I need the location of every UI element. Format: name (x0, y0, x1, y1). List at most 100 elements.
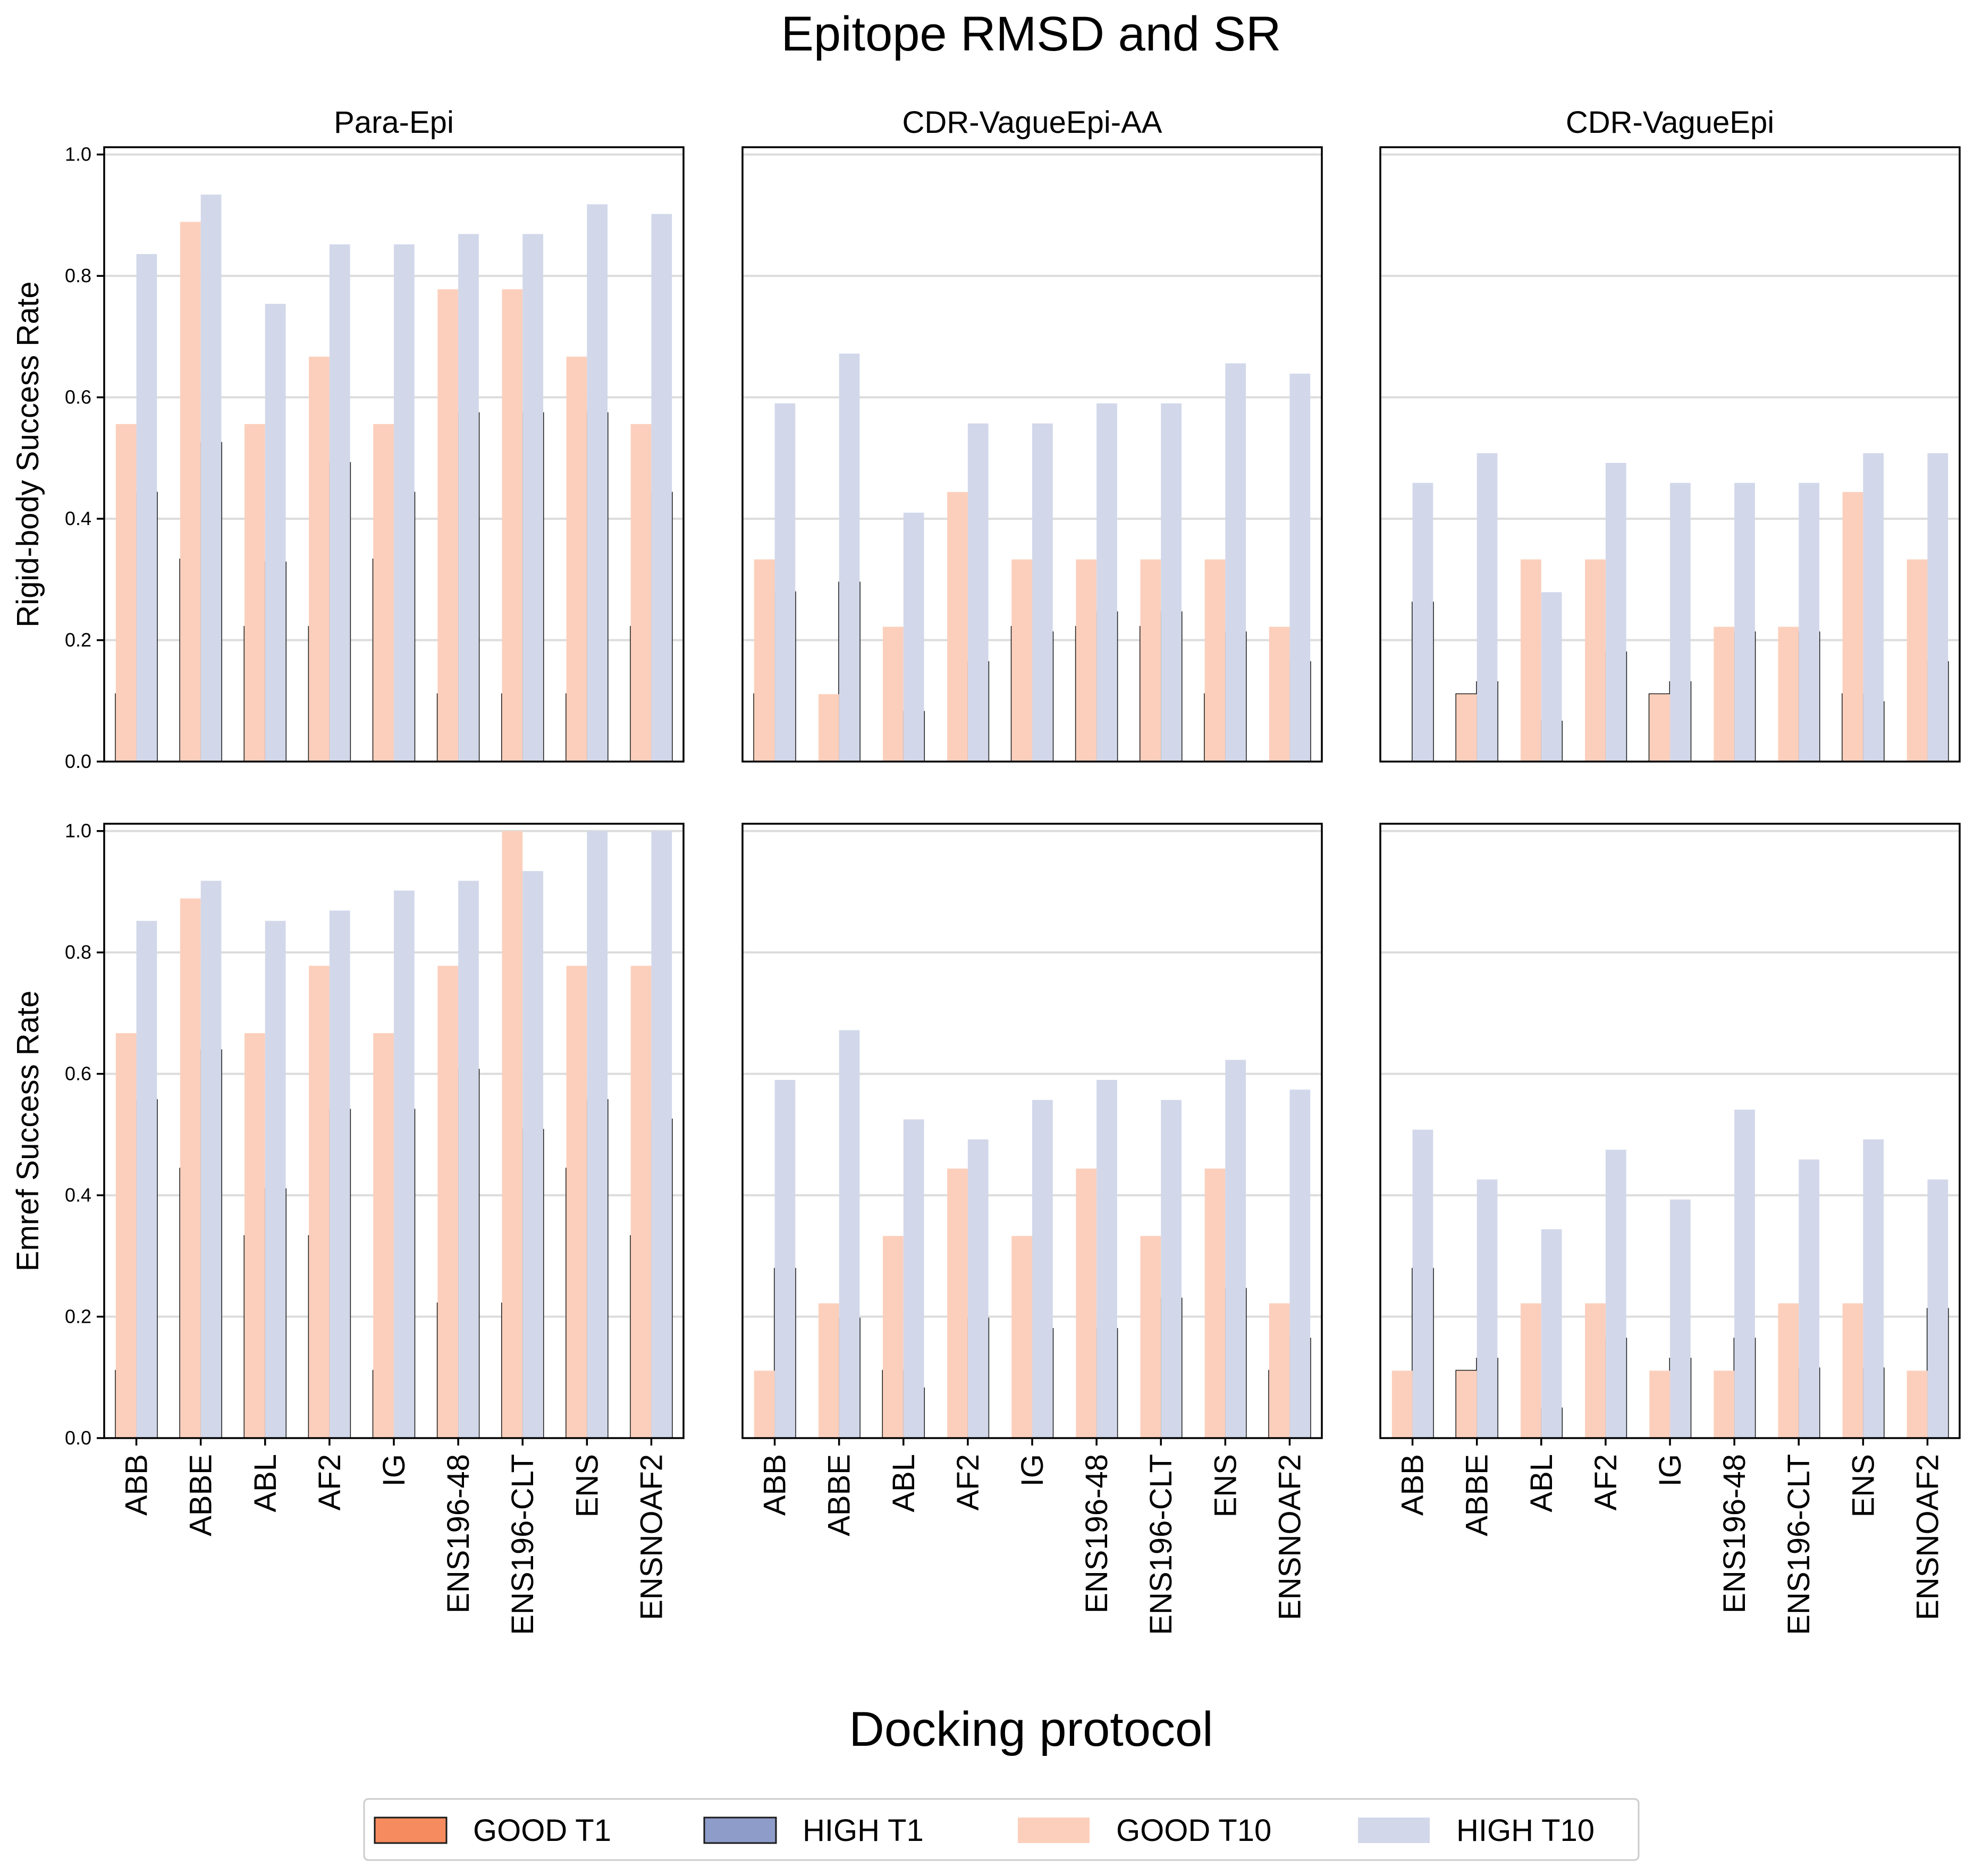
bar-good-t10 (947, 492, 968, 762)
bar-high-t10 (1289, 1089, 1311, 1438)
bar-high-t10 (458, 234, 479, 762)
y-tick-label: 0.2 (65, 629, 91, 651)
bar-good-t10 (373, 1033, 394, 1438)
y-tick-label: 0.6 (65, 386, 91, 408)
bar-high-t10 (1670, 1199, 1691, 1438)
x-tick-label: AF2 (1589, 1454, 1623, 1510)
bar-good-t10 (1456, 694, 1477, 762)
x-tick-label: ENSNOAF2 (1272, 1454, 1307, 1620)
x-tick-label: ENS196-48 (1717, 1454, 1752, 1613)
bar-high-t10 (651, 214, 672, 762)
x-tick-label: ABB (120, 1454, 154, 1516)
bar-good-t10 (1649, 1371, 1670, 1438)
bar-high-t10 (1096, 403, 1117, 762)
figure-xlabel: Docking protocol (849, 1702, 1213, 1756)
legend-label: HIGH T1 (803, 1813, 924, 1848)
panels: Para-Epi 0.0 0.2 0.4 0.6 0.8 1.0 Rigid-body Suc… (11, 105, 1961, 1635)
legend-box (363, 1798, 1640, 1861)
bar-good-t10 (1842, 492, 1863, 762)
bar-high-t10 (522, 871, 543, 1438)
bar-good-t10 (1714, 627, 1735, 762)
bar-good-t10 (1140, 559, 1161, 762)
bar-good-t10 (818, 1303, 839, 1438)
bar-high-t10 (1863, 1139, 1884, 1438)
bar-high-t10 (136, 254, 157, 762)
x-tick-label: IG (1015, 1454, 1050, 1486)
panel-5: ABB ABBE ABL AF2 IG ENS196-48 ENS196-CLT ENS ENS… (741, 823, 1323, 1635)
bar-good-t10 (1585, 559, 1606, 762)
legend-label: GOOD T1 (473, 1813, 611, 1848)
x-tick-label: ENS (570, 1454, 604, 1517)
x-tick-label: ABL (887, 1454, 921, 1512)
bar-good-t10 (1521, 1303, 1541, 1438)
panel-4: 0.0 0.2 0.4 0.6 0.8 1.0 Emref Success Rate ABB A… (11, 820, 685, 1635)
bar-high-t10 (1412, 483, 1433, 762)
bar-good-t10 (502, 289, 523, 762)
bar-high-t10 (839, 353, 860, 762)
axes-frame (103, 146, 685, 763)
bar-good-t10 (309, 357, 330, 762)
bar-good-t10 (1714, 1371, 1735, 1438)
bar-high-t10 (839, 1030, 860, 1438)
x-tick-label: ENSNOAF2 (1910, 1454, 1945, 1620)
figure-title: Epitope RMSD and SR (781, 7, 1281, 61)
x-tick-label: ABBE (184, 1454, 218, 1536)
bar-good-t10 (1140, 1236, 1161, 1438)
bar-high-t10 (136, 920, 157, 1438)
panel-2: CDR-VagueEpi-AA (741, 105, 1323, 763)
panel-6: ABB ABBE ABL AF2 IG ENS196-48 ENS196-CLT ENS ENS… (1379, 823, 1961, 1635)
bar-good-t10 (818, 694, 839, 762)
bar-good-t10 (1269, 627, 1290, 762)
bar-high-t10 (1096, 1080, 1117, 1438)
bar-good-t10 (1649, 694, 1670, 762)
bar-good-t10 (115, 424, 137, 762)
bar-good-t10 (1906, 559, 1928, 762)
bar-high-t10 (1225, 363, 1246, 762)
bar-high-t10 (1477, 453, 1498, 762)
bar-good-t10 (309, 966, 330, 1438)
bar-good-t10 (1204, 1168, 1226, 1438)
bar-high-t10 (200, 195, 222, 762)
bar-good-t10 (1076, 1168, 1097, 1438)
bar-high-t10 (1032, 423, 1053, 762)
bar-high-t10 (265, 303, 286, 762)
bar-high-t10 (903, 512, 924, 762)
bar-good-t10 (373, 424, 394, 762)
bar-high-t10 (1605, 1150, 1626, 1438)
legend-label: HIGH T10 (1456, 1813, 1595, 1848)
bar-high-t10 (394, 890, 415, 1438)
bar-high-t10 (967, 423, 989, 762)
bar-high-t10 (1605, 462, 1626, 762)
bar-good-t10 (115, 1033, 137, 1438)
x-tick-label: ENS196-48 (1079, 1454, 1114, 1613)
bar-good-t10 (1585, 1303, 1606, 1438)
bar-high-t10 (1225, 1060, 1246, 1438)
bar-high-t10 (967, 1139, 989, 1438)
bar-high-t10 (1161, 403, 1182, 762)
x-tick-label: ABB (758, 1454, 792, 1516)
bar-high-t10 (1541, 1229, 1562, 1438)
bar-good-t10 (1778, 1303, 1799, 1438)
x-tick-label: ABBE (1460, 1454, 1495, 1536)
y-tick-label: 0.6 (65, 1063, 91, 1085)
y-axis-label: Emref Success Rate (11, 991, 45, 1272)
bar-good-t10 (1269, 1303, 1290, 1438)
x-tick-label: ENS196-CLT (1144, 1454, 1178, 1635)
panel-title: Para-Epi (334, 105, 454, 140)
bar-good-t10 (1011, 559, 1032, 762)
bar-high-t10 (903, 1119, 924, 1438)
bar-high-t10 (1799, 1159, 1819, 1438)
bar-high-t10 (458, 881, 479, 1438)
panel-title: CDR-VagueEpi (1566, 105, 1774, 140)
bar-high-t10 (1734, 1110, 1755, 1438)
legend-swatch-high-t10 (1358, 1818, 1430, 1843)
x-tick-label: ENS196-CLT (505, 1454, 540, 1635)
axes-frame (1379, 146, 1961, 763)
bar-high-t10 (1412, 1129, 1433, 1438)
y-tick-label: 0.4 (65, 1184, 91, 1206)
bar-good-t10 (754, 559, 775, 762)
x-tick-label: ABL (248, 1454, 283, 1512)
bar-good-t10 (1778, 627, 1799, 762)
bar-good-t10 (947, 1168, 968, 1438)
